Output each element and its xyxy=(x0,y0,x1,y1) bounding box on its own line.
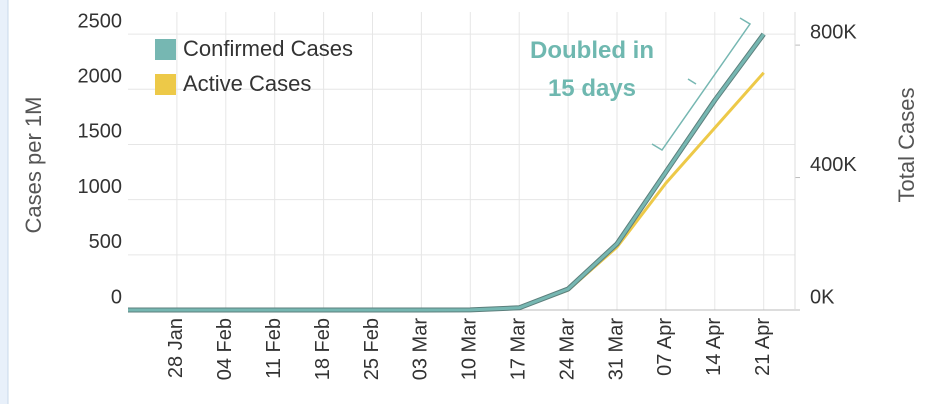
bracket xyxy=(651,17,752,152)
y2-axis-label: Total Cases xyxy=(894,88,919,203)
grid xyxy=(128,12,800,311)
x-tick-label: 24 Mar xyxy=(556,318,578,381)
annotation-line: Doubled in xyxy=(530,37,654,64)
annotation-line: 15 days xyxy=(548,75,636,102)
series-line xyxy=(128,71,765,312)
y2-tick-label: 800K xyxy=(810,21,857,43)
y-tick-label: 1500 xyxy=(78,121,123,143)
annotation-group xyxy=(651,17,752,152)
series-line xyxy=(128,33,765,312)
y-tick-label: 0 xyxy=(111,286,122,308)
x-tick-label: 03 Mar xyxy=(410,318,432,381)
x-tick-label: 04 Feb xyxy=(214,318,236,380)
y-tick-label: 1000 xyxy=(78,176,123,198)
y2-tick-label: 400K xyxy=(810,154,857,176)
side-strip xyxy=(0,0,8,404)
x-tick-label: 31 Mar xyxy=(605,318,627,381)
x-tick-label: 07 Apr xyxy=(654,318,676,376)
x-tick-label: 11 Feb xyxy=(263,318,285,379)
x-tick-label: 18 Feb xyxy=(312,318,334,380)
legend-label: Active Cases xyxy=(183,71,311,96)
legend-label: Confirmed Cases xyxy=(183,36,353,61)
x-tick-label: 21 Apr xyxy=(752,318,774,376)
x-tick-label: 10 Mar xyxy=(459,318,481,381)
lines xyxy=(128,32,766,313)
y-tick-label: 2500 xyxy=(78,10,123,32)
annotation: Doubled in 15 days xyxy=(530,37,654,102)
legend-swatch xyxy=(155,39,176,60)
y2-tick-label: 0K xyxy=(810,286,835,308)
x-tick-label: 28 Jan xyxy=(165,318,187,378)
y-tick-label: 500 xyxy=(89,231,122,253)
y-tick-label: 2000 xyxy=(78,66,123,88)
y-axis-label: Cases per 1M xyxy=(21,97,46,234)
legend: Confirmed Cases Active Cases xyxy=(155,36,353,96)
legend-swatch xyxy=(155,74,176,95)
x-tick-label: 14 Apr xyxy=(703,318,725,376)
bracket-tick xyxy=(687,78,697,85)
x-tick-label: 17 Mar xyxy=(507,318,529,381)
x-tick-label: 25 Feb xyxy=(361,318,383,380)
